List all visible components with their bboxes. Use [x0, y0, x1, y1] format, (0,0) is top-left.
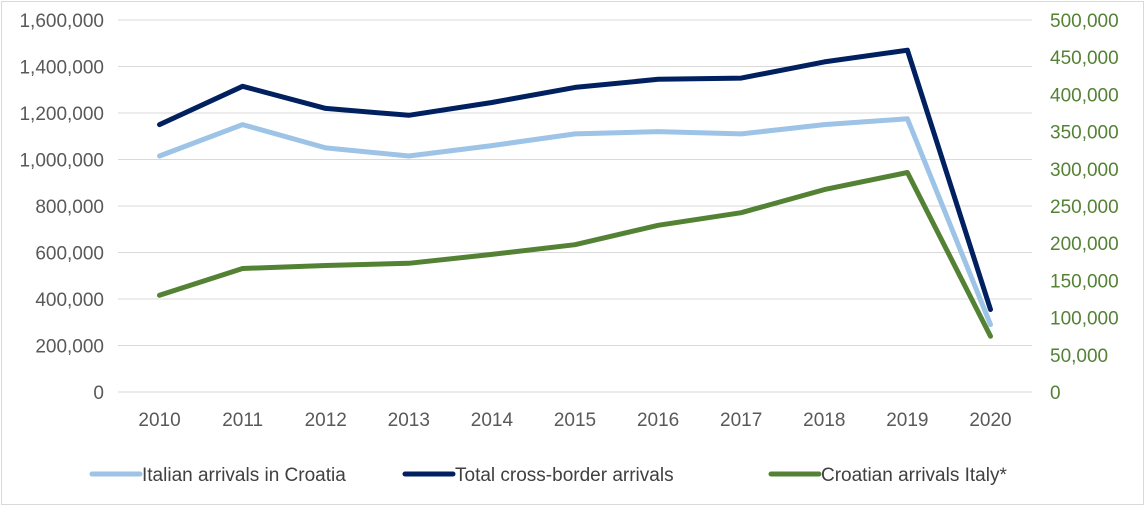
x-tick-label: 2010 — [138, 410, 180, 431]
y-right-tick-label: 450,000 — [1050, 48, 1119, 69]
x-tick-label: 2019 — [886, 410, 928, 431]
series-line-1 — [157, 116, 993, 328]
legend-label: Croatian arrivals Italy* — [821, 465, 1007, 486]
y-right-tick-label: 150,000 — [1050, 271, 1119, 292]
series-lines — [157, 47, 993, 339]
y-left-tick-label: 1,400,000 — [19, 58, 104, 79]
gridlines — [118, 19, 1032, 346]
y-left-tick-label: 200,000 — [35, 337, 104, 358]
y-left-tick-label: 1,600,000 — [19, 11, 104, 32]
y-right-tick-label: 500,000 — [1050, 11, 1119, 32]
x-tick-label: 2015 — [554, 410, 596, 431]
y-right-tick-label: 100,000 — [1050, 309, 1119, 330]
y-right-tick-label: 350,000 — [1050, 123, 1119, 144]
x-tick-label: 2017 — [720, 410, 762, 431]
y-left-tick-label: 800,000 — [35, 197, 104, 218]
y-right-tick-label: 0 — [1050, 383, 1061, 404]
y-left-tick-label: 1,200,000 — [19, 104, 104, 125]
x-tick-label: 2013 — [388, 410, 430, 431]
x-tick-label: 2011 — [222, 410, 263, 431]
y-right-tick-label: 200,000 — [1050, 234, 1119, 255]
y-left-tick-label: 600,000 — [35, 244, 104, 265]
x-tick-label: 2020 — [969, 410, 1011, 431]
legend: Italian arrivals in Croatia Total cross-b… — [89, 465, 1007, 486]
legend-label: Italian arrivals in Croatia — [142, 465, 346, 486]
y-left-tick-label: 1,000,000 — [19, 151, 104, 172]
y-right-tick-label: 400,000 — [1050, 85, 1119, 106]
x-tick-label: 2016 — [637, 410, 679, 431]
legend-label: Total cross-border arrivals — [455, 465, 674, 486]
x-tick-label: 2012 — [305, 410, 347, 431]
series-line-2 — [157, 47, 993, 312]
axes: 0 200,000 400,000 600,000 800,000 1,000,000 1,… — [19, 11, 1118, 431]
y-right-tick-label: 250,000 — [1050, 197, 1119, 218]
x-tick-label: 2018 — [803, 410, 845, 431]
y-left-tick-label: 400,000 — [35, 290, 104, 311]
x-tick-label: 2014 — [471, 410, 514, 431]
y-left-tick-label: 0 — [93, 383, 104, 404]
y-right-tick-label: 300,000 — [1050, 160, 1119, 181]
y-right-tick-label: 50,000 — [1050, 346, 1108, 367]
series-line-3 — [157, 170, 993, 339]
